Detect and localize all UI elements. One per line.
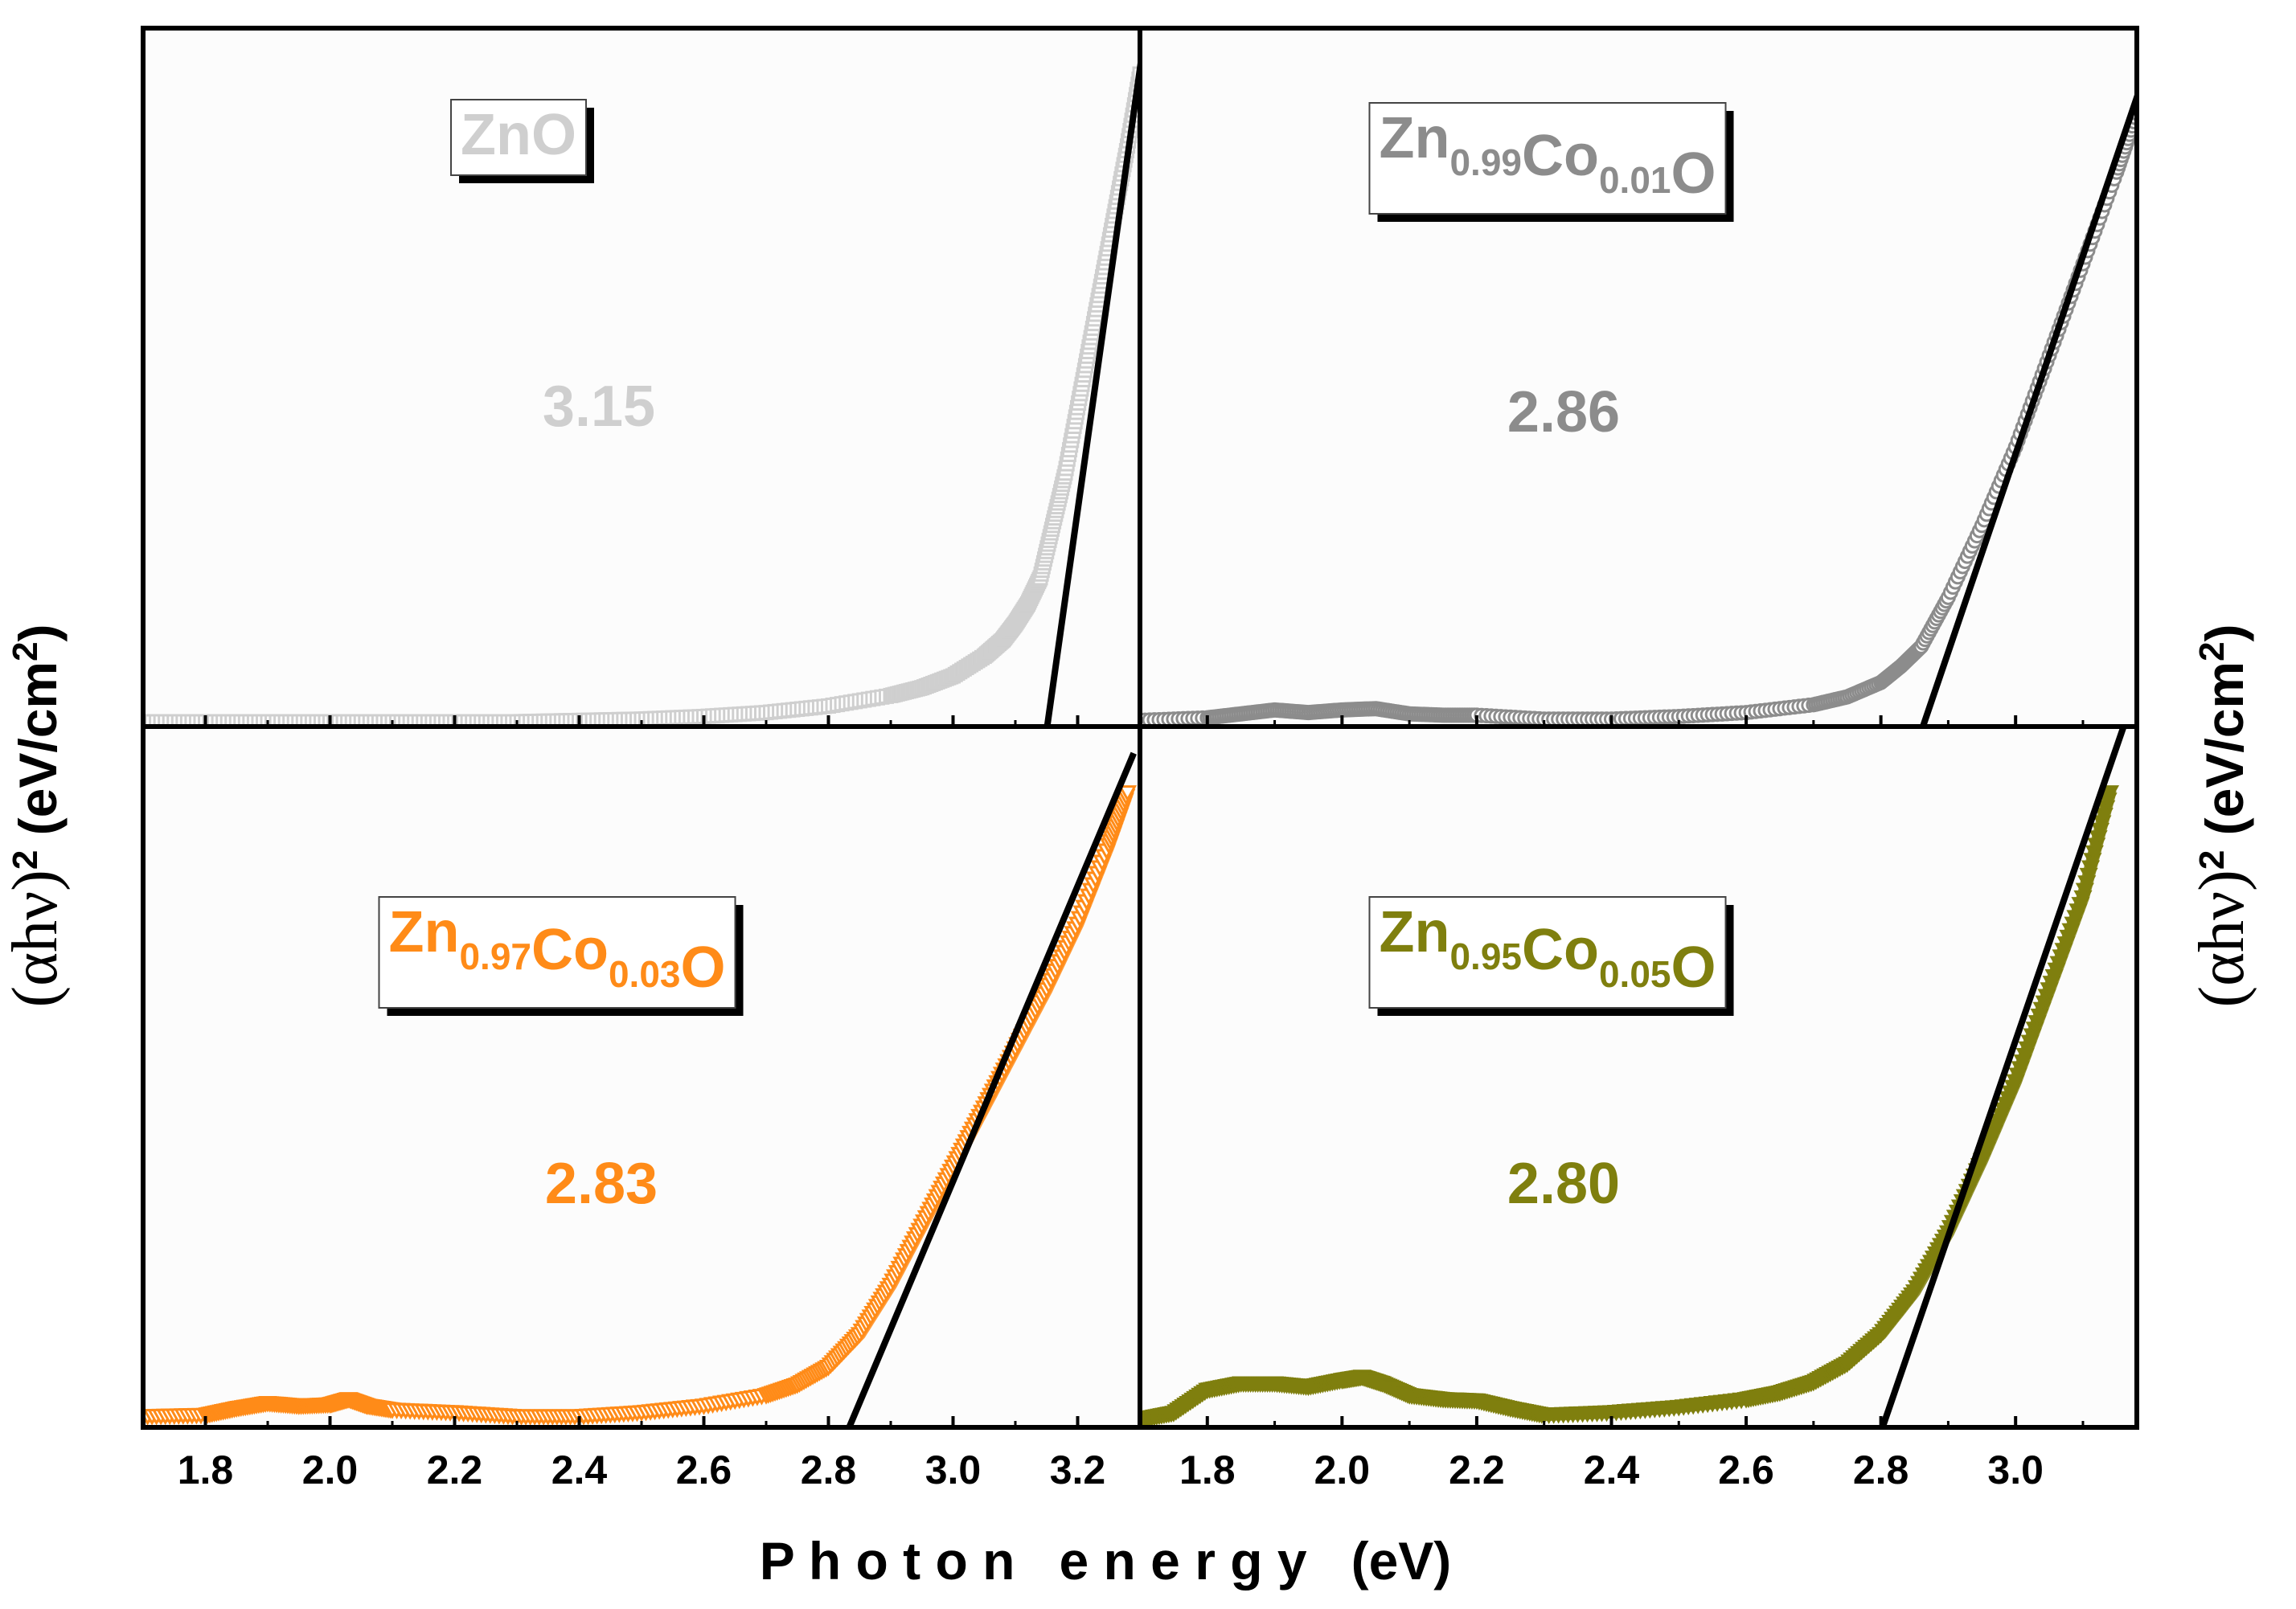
x-tick-label: 2.4 xyxy=(1584,1447,1640,1492)
sample-label-text: Zn0.95Co0.05O xyxy=(1379,900,1716,1000)
sample-label-text: Zn0.99Co0.01O xyxy=(1379,106,1716,206)
sample-label-zn097: Zn0.97Co0.03O xyxy=(378,896,744,1016)
x-tick-label: 3.0 xyxy=(925,1447,982,1492)
plot-area-zno xyxy=(143,28,1140,727)
y-axis-title-right-units-close: ) xyxy=(2195,624,2254,641)
formula-subscript: 0.03 xyxy=(609,953,681,995)
formula-element: Co xyxy=(531,918,609,982)
x-tick-label: 2.8 xyxy=(801,1447,857,1492)
y-axis-title-left-units-close: ) xyxy=(8,624,68,641)
x-tick-label: 1.8 xyxy=(178,1447,234,1492)
x-tick-label: 3.2 xyxy=(1050,1447,1106,1492)
series-zn099 xyxy=(1140,87,2137,727)
label-box xyxy=(1368,896,1727,1009)
plot-area-zn095 xyxy=(1140,727,2137,1427)
formula-subscript: 0.95 xyxy=(1449,936,1522,977)
formula-element: Co xyxy=(1522,918,1599,982)
fit-line-zno xyxy=(1043,45,1140,727)
fit-line-zn099 xyxy=(1919,87,2137,727)
series-zno xyxy=(143,45,1140,727)
formula-subscript: 0.05 xyxy=(1599,953,1671,995)
label-box xyxy=(450,99,587,176)
label-box xyxy=(378,896,736,1009)
y-axis-title-right: (αhν)2 (eV/cm2) xyxy=(2187,624,2257,1007)
y-axis-title-left-hv: hν xyxy=(0,891,71,952)
formula-element: O xyxy=(681,936,726,1000)
fit-line-zn095 xyxy=(1879,727,2127,1427)
plot-frame-zn095 xyxy=(1138,724,2139,1430)
panel-zn095: 1.8 2.0 2.2 2.4 2.6 2.8 3.0 Zn0.95Co0.05O 2.80 xyxy=(1138,724,2139,1492)
band-gap-value-zn095: 2.80 xyxy=(1507,1152,1620,1216)
y-axis-title-right-open: ( xyxy=(2187,986,2257,1008)
formula-element: Zn xyxy=(1379,106,1449,170)
panels-layer: 1.82.02.22.42.62.83.03.2ZnO3.151.82.02.2… xyxy=(141,26,2139,1492)
sample-label-text: ZnO xyxy=(461,103,576,167)
sample-label-zno: ZnO xyxy=(450,99,594,183)
x-tick-label: 2.6 xyxy=(1718,1447,1774,1492)
formula-element: O xyxy=(1671,141,1716,206)
x-tick-label: 3.0 xyxy=(1987,1447,2044,1492)
formula-element: Co xyxy=(1522,124,1599,188)
x-tick-label: 2.4 xyxy=(551,1447,608,1492)
band-gap-value-zn099: 2.86 xyxy=(1507,380,1620,444)
x-tick-label: 2.2 xyxy=(1449,1447,1505,1492)
y-axis-title-left-exp: 2 xyxy=(6,850,45,870)
y-axis-title-right-close: ) xyxy=(2187,870,2257,891)
x-tick-label: 1.8 xyxy=(1179,1447,1236,1492)
panel-zno: 1.82.02.22.42.62.83.03.2ZnO3.15 xyxy=(141,26,1142,792)
formula-element: ZnO xyxy=(461,103,576,167)
y-axis-title-right-units: (eV/cm xyxy=(2195,661,2254,850)
series-zn095 xyxy=(1140,727,2127,1427)
series-zn097 xyxy=(143,751,1138,1427)
formula-subscript: 0.97 xyxy=(459,936,531,977)
label-box xyxy=(1368,102,1727,215)
formula-subscript: 0.99 xyxy=(1449,141,1522,183)
y-axis-title-left-close: ) xyxy=(0,870,71,891)
x-tick-label: 2.8 xyxy=(1853,1447,1909,1492)
x-tick-label: 2.0 xyxy=(302,1447,359,1492)
formula-subscript: 0.01 xyxy=(1599,159,1671,201)
sample-label-zn099: Zn0.99Co0.01O xyxy=(1368,102,1734,222)
y-axis-title-right-exp: 2 xyxy=(2192,850,2232,870)
x-axis-title: P h o t o n e n e r g y (eV) xyxy=(760,1531,1452,1591)
y-axis-title-right-units-exp: 2 xyxy=(2192,641,2232,661)
y-axis-title-left-units-exp: 2 xyxy=(6,641,45,661)
data-point xyxy=(1117,785,1138,802)
y-axis-title-right-alpha: α xyxy=(2187,952,2257,986)
band-gap-value-zn097: 2.83 xyxy=(545,1152,658,1216)
formula-element: O xyxy=(1671,936,1716,1000)
formula-element: Zn xyxy=(388,900,459,964)
y-axis-title-left-open: ( xyxy=(0,986,71,1008)
y-axis-title-right-hv: hν xyxy=(2187,891,2257,952)
x-tick-label: 2.2 xyxy=(427,1447,483,1492)
sample-label-text: Zn0.97Co0.03O xyxy=(388,900,725,1000)
y-axis-title-left: (αhν)2 (eV/cm2) xyxy=(0,624,71,1007)
plot-area-zn097 xyxy=(143,727,1140,1427)
y-axis-title-left-alpha: α xyxy=(0,952,71,986)
panel-zn097: 1.8 2.0 2.2 2.4 2.6 2.8 3.0 3.2 Zn0.97Co0.03O 2.8… xyxy=(141,724,1142,1492)
fit-line-zn097 xyxy=(845,751,1137,1427)
x-tick-label: 2.6 xyxy=(676,1447,732,1492)
data-point xyxy=(2100,785,2120,802)
formula-element: Zn xyxy=(1379,900,1449,964)
band-gap-value-zno: 3.15 xyxy=(543,375,655,439)
x-tick-label: 2.0 xyxy=(1314,1447,1371,1492)
sample-label-zn095: Zn0.95Co0.05O xyxy=(1368,896,1734,1016)
y-axis-title-left-units: (eV/cm xyxy=(8,661,68,850)
